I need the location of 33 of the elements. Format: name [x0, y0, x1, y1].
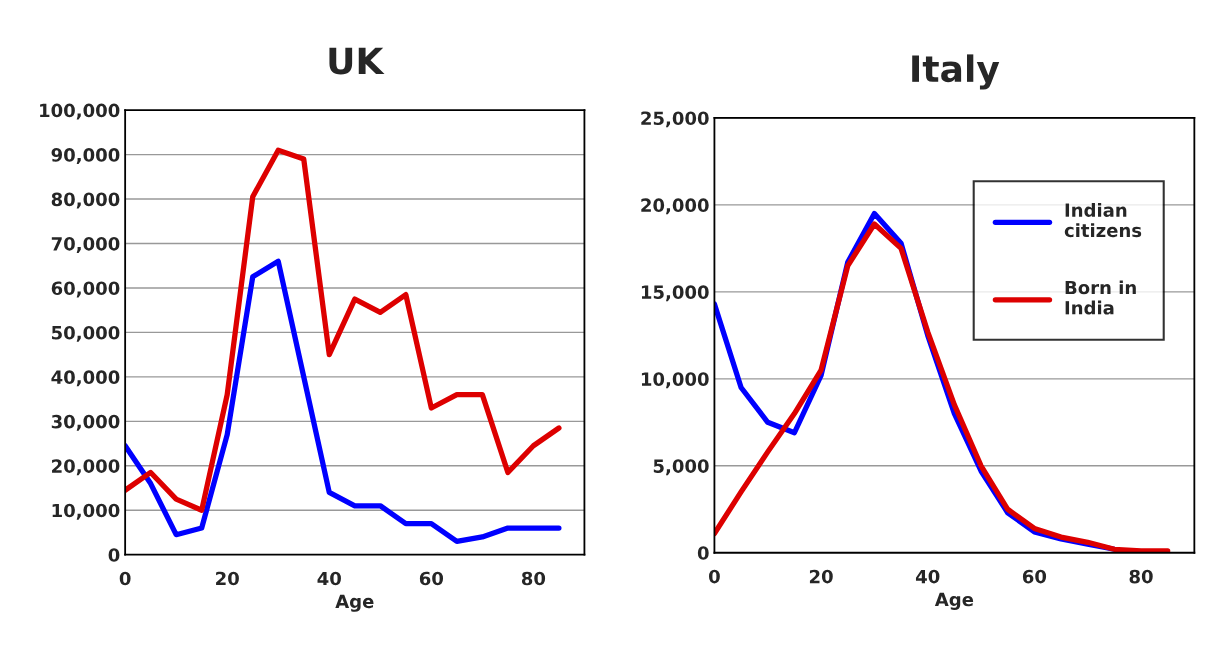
y-tick-label: 50,000 [52, 325, 120, 342]
chart-title: UK [329, 47, 385, 75]
y-tick-label: 30,000 [51, 414, 120, 431]
y-tick-label: 10,000 [641, 372, 709, 389]
x-tick-label: 0 [709, 569, 720, 584]
x-tick-label: 40 [915, 569, 940, 584]
x-tick-label: 20 [216, 571, 239, 586]
x-axis-title: Age [335, 594, 374, 612]
y-tick-label: 60,000 [51, 281, 120, 298]
y-tick-label: 15,000 [641, 285, 709, 302]
y-tick-label: 100,000 [40, 103, 120, 120]
x-axis-title: Age [934, 592, 974, 610]
y-tick-label: 90,000 [51, 148, 120, 165]
legend-label: Indian citizens [1064, 202, 1142, 238]
x-tick-label: 0 [119, 571, 131, 586]
x-tick-label: 40 [317, 571, 341, 586]
y-tick-label: 70,000 [51, 236, 120, 253]
y-tick-label: 10,000 [52, 503, 120, 520]
x-tick-label: 20 [809, 569, 833, 584]
y-tick-label: 20,000 [641, 198, 709, 215]
legend-label: Born in India [1065, 280, 1136, 315]
x-tick-label: 80 [1129, 569, 1153, 584]
x-tick-label: 60 [1022, 569, 1047, 584]
y-tick-label: 5,000 [653, 459, 709, 476]
y-tick-label: 25,000 [641, 111, 709, 128]
y-tick-label: 0 [697, 546, 709, 560]
x-tick-label: 80 [521, 571, 546, 586]
x-tick-label: 60 [419, 571, 444, 586]
y-tick-label: 0 [108, 548, 120, 562]
y-tick-label: 20,000 [52, 459, 120, 476]
y-tick-label: 80,000 [51, 192, 120, 209]
chart-title: Italy [912, 54, 1000, 90]
y-tick-label: 40,000 [51, 370, 120, 387]
